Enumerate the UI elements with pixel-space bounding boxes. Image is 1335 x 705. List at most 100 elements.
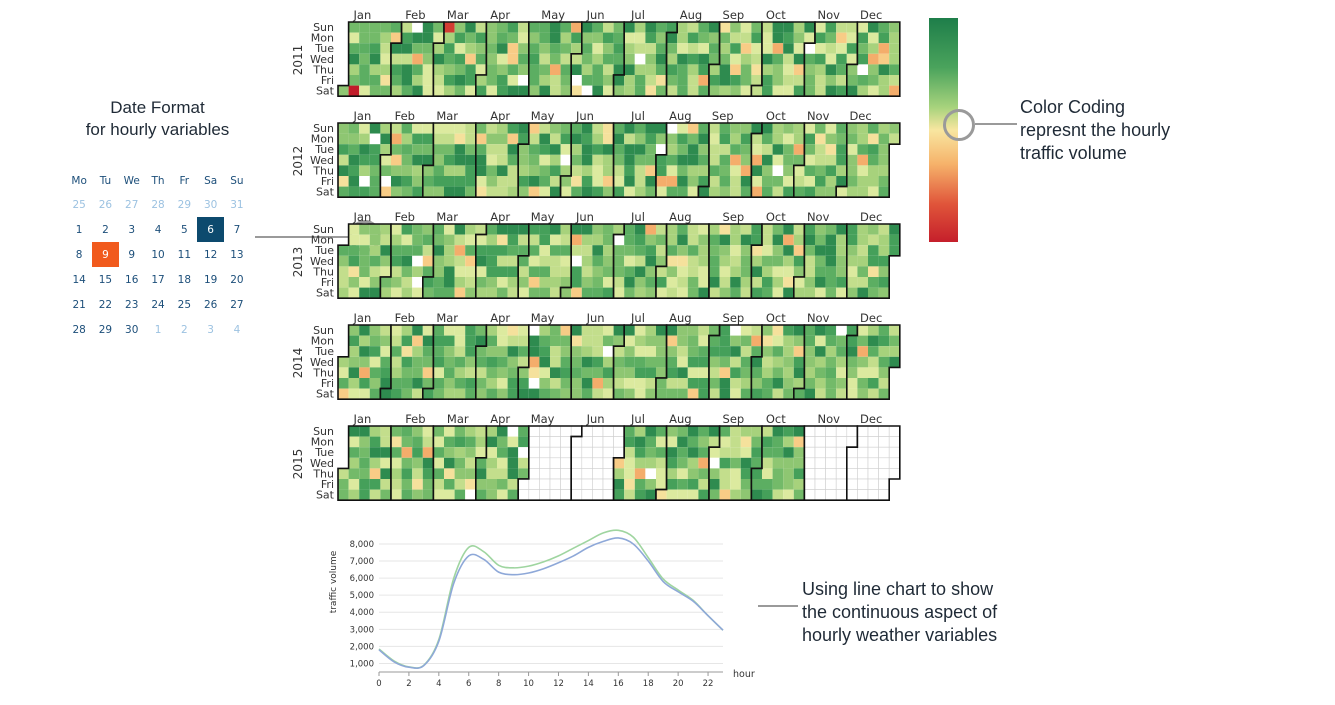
day-cell xyxy=(348,85,360,97)
day-cell xyxy=(666,367,678,378)
day-cell xyxy=(804,468,816,480)
day-cell xyxy=(709,489,720,501)
calendar-day[interactable]: 22 xyxy=(98,298,113,311)
calendar-day[interactable]: 23 xyxy=(125,298,139,311)
day-cell xyxy=(709,165,720,176)
calendar-day[interactable]: 13 xyxy=(230,248,244,261)
day-cell xyxy=(465,234,476,246)
day-cell xyxy=(475,186,487,198)
day-cell xyxy=(603,85,614,97)
day-cell xyxy=(751,186,762,198)
day-cell xyxy=(634,245,646,256)
calendar-day[interactable]: 29 xyxy=(177,198,192,211)
day-cell xyxy=(486,388,497,400)
day-cell xyxy=(433,22,444,33)
day-cell xyxy=(412,335,423,347)
calendar-day[interactable]: 9 xyxy=(128,248,136,261)
calendar-day[interactable]: 16 xyxy=(125,273,139,286)
calendar-day[interactable]: 14 xyxy=(72,273,86,286)
day-cell xyxy=(613,32,625,44)
calendar-day[interactable]: 1 xyxy=(75,223,83,236)
day-cell xyxy=(719,133,731,145)
calendar-day[interactable]: 25 xyxy=(177,298,192,311)
day-cell xyxy=(656,32,667,44)
day-cell xyxy=(528,266,540,277)
day-cell xyxy=(677,287,688,299)
calendar-day[interactable]: 28 xyxy=(72,323,86,336)
calendar-day[interactable]: 31 xyxy=(230,198,244,211)
day-cell xyxy=(412,43,423,54)
day-cell xyxy=(677,266,688,277)
day-cell xyxy=(518,335,529,347)
calendar-day[interactable]: 8 xyxy=(75,248,83,261)
calendar-day[interactable]: 26 xyxy=(98,198,113,211)
day-cell xyxy=(677,447,688,458)
calendar-day[interactable]: 30 xyxy=(203,198,218,211)
day-cell xyxy=(369,32,381,44)
month-block xyxy=(613,22,678,97)
day-cell xyxy=(815,85,826,97)
calendar-day[interactable]: 10 xyxy=(151,248,165,261)
day-cell xyxy=(846,388,858,400)
day-cell xyxy=(550,22,561,33)
calendar-day-selected[interactable]: 6 xyxy=(197,217,224,242)
y-tick-label: 5,000 xyxy=(350,591,374,601)
day-cell xyxy=(550,64,561,75)
calendar-day[interactable]: 4 xyxy=(154,223,162,236)
calendar-day[interactable]: 27 xyxy=(230,298,244,311)
day-cell xyxy=(369,457,381,469)
calendar-day[interactable]: 17 xyxy=(151,273,165,286)
day-cell xyxy=(687,186,699,198)
day-cell xyxy=(783,245,794,256)
month-block xyxy=(656,224,709,299)
calendar-day[interactable]: 24 xyxy=(151,298,165,311)
calendar-day[interactable]: 1 xyxy=(154,323,162,336)
month-label: Aug xyxy=(669,311,691,325)
calendar-day[interactable]: 19 xyxy=(203,273,218,286)
day-cell xyxy=(433,85,444,97)
calendar-day[interactable]: 2 xyxy=(102,223,109,236)
calendar-day[interactable]: 4 xyxy=(233,323,241,336)
calendar-day[interactable]: 5 xyxy=(180,223,188,236)
calendar-day[interactable]: 28 xyxy=(151,198,165,211)
day-cell xyxy=(857,133,868,145)
day-cell xyxy=(634,447,646,458)
day-cell xyxy=(889,245,900,256)
day-cell xyxy=(369,468,381,479)
day-cell xyxy=(634,186,646,198)
day-cell xyxy=(740,133,752,145)
calendar-day[interactable]: 30 xyxy=(125,323,139,336)
calendar-day[interactable]: 11 xyxy=(177,248,192,261)
month-label: Sep xyxy=(723,8,745,22)
calendar-day[interactable]: 27 xyxy=(125,198,139,211)
calendar-day-highlighted[interactable]: 9 xyxy=(92,242,119,267)
day-cell xyxy=(846,277,858,288)
calendar-day[interactable]: 2 xyxy=(180,323,188,336)
calendar-day[interactable]: 12 xyxy=(203,248,218,261)
calendar-day[interactable]: 25 xyxy=(72,198,86,211)
calendar-day[interactable]: 26 xyxy=(203,298,218,311)
day-cell xyxy=(857,123,868,134)
day-cell xyxy=(581,478,593,490)
day-cell xyxy=(497,245,508,256)
calendar-day[interactable]: 3 xyxy=(207,323,214,336)
day-cell xyxy=(592,457,604,469)
day-cell xyxy=(359,378,370,389)
day-cell xyxy=(380,468,391,479)
calendar-day[interactable]: 7 xyxy=(233,223,241,236)
calendar-day[interactable]: 3 xyxy=(128,223,136,236)
calendar-day[interactable]: 15 xyxy=(98,273,113,286)
calendar-day[interactable]: 21 xyxy=(72,298,86,311)
day-cell xyxy=(804,346,815,357)
day-cell xyxy=(528,489,540,501)
day-cell xyxy=(857,277,868,288)
day-cell xyxy=(369,85,381,97)
day-cell xyxy=(465,176,476,187)
calendar-day[interactable]: 29 xyxy=(98,323,113,336)
day-cell xyxy=(868,154,879,166)
day-cell xyxy=(666,325,678,336)
day-cell xyxy=(868,245,879,256)
calendar-day[interactable]: 20 xyxy=(230,273,244,286)
calendar-day[interactable]: 18 xyxy=(177,273,192,286)
month-outline xyxy=(835,122,901,198)
